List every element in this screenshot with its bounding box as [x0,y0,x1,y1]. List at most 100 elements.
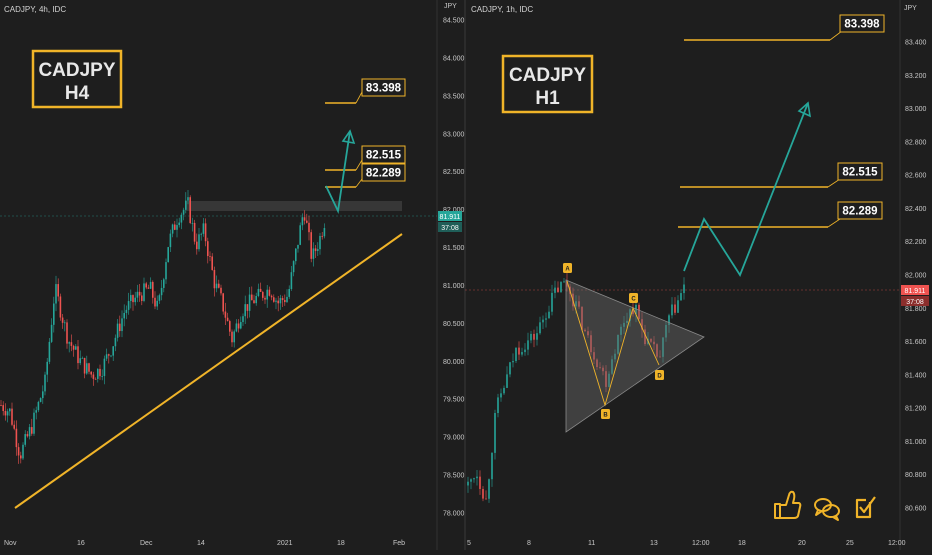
left-price-tick: 80.000 [443,359,465,366]
candle-body [20,455,22,459]
right-time-tick: 5 [467,540,471,547]
thumbs-up-icon[interactable] [774,490,802,519]
candle-body [211,256,213,270]
candle-body [105,354,108,359]
left-level-leader-1 [355,91,363,104]
comments-icon[interactable] [814,498,840,521]
candle-body [143,283,145,301]
candle-body [310,232,312,259]
checkbox-icon[interactable] [855,496,876,519]
candle-body [596,359,598,368]
candle-body [593,352,595,360]
candle-body [13,424,15,429]
candle-body [530,333,532,341]
candle-body [248,294,251,311]
candle-body [196,241,198,250]
candle-body [167,247,169,263]
left-level-leader-2 [355,159,363,171]
candle-body [218,283,220,288]
candle-body [174,224,176,230]
candle-body [563,281,565,283]
candle-body [566,281,568,287]
right-price-tick: 83.000 [905,106,927,113]
left-time-axis[interactable]: Nov 16 Dec 14 2021 18 Feb [4,540,405,547]
left-countdown-text: 37:08 [441,225,459,232]
support-trendline[interactable] [14,233,403,509]
candle-body [581,306,583,330]
candle-body [134,297,136,303]
left-price-tick: 81.000 [443,283,465,290]
candle-body [246,304,249,311]
candle-body [42,391,44,399]
pattern-point-b[interactable]: B [601,409,610,419]
left-price-tick: 79.000 [443,435,465,442]
candle-body [119,323,121,332]
candle-body [207,241,209,257]
candle-body [512,361,514,363]
candle-body [590,335,592,353]
right-timeframe-line2: H1 [535,88,560,109]
candle-body [75,346,77,350]
candle-body [81,357,84,359]
candle-body [22,444,24,459]
candle-body [103,358,106,377]
right-price-tick: 81.600 [905,339,927,346]
left-price-tick: 84.000 [443,55,465,62]
candle-body [292,261,295,273]
pattern-point-c-label: C [631,297,636,303]
pattern-point-a[interactable]: A [563,263,572,273]
candle-body [602,367,604,372]
left-level-label-2: 82.515 [366,150,402,162]
candle-body [79,358,81,364]
right-price-axis[interactable]: 83.400 83.200 83.000 82.800 82.600 82.400 82.2… [905,40,927,513]
candle-body [160,287,163,296]
candle-body [39,398,42,402]
left-countdown-tag [438,222,462,232]
left-time-tick: 2021 [277,540,293,547]
right-price-tag [901,285,929,295]
candle-body [35,410,37,413]
candle-body [94,378,97,380]
right-time-tick: 12:00 [888,540,906,547]
left-price-tick: 81.500 [443,245,465,252]
candle-body [605,371,607,387]
candle-body [189,197,191,223]
candle-body [284,300,286,303]
left-projection-path[interactable] [325,130,351,215]
pattern-point-a-label: A [565,267,570,273]
right-level-label-box-2 [837,162,883,181]
right-price-tick: 80.600 [905,506,927,513]
candle-body [635,304,637,315]
candle-body [290,272,293,290]
candle-body [536,333,538,340]
candle-body [255,296,257,304]
pattern-point-c[interactable]: C [629,293,638,303]
symmetrical-triangle[interactable] [565,279,705,433]
candle-body [86,363,88,374]
candle-body [321,235,323,237]
candle-body [64,322,66,324]
candle-body [557,287,559,293]
candle-body [641,319,643,330]
candle-body [286,296,288,303]
right-time-tick: 11 [588,540,595,547]
candle-body [542,319,544,323]
left-price-tick: 78.000 [443,511,465,518]
candle-body [127,301,130,310]
candle-body [130,295,132,302]
left-price-tick: 82.000 [443,207,465,214]
candle-body [584,329,586,332]
candle-body [158,295,161,301]
candle-body [200,233,202,235]
right-projection-path[interactable] [683,102,809,277]
pattern-point-d[interactable]: D [655,370,664,380]
right-time-axis[interactable]: 5 8 11 13 12:00 18 20 25 12:00 [467,540,906,547]
right-countdown-tag [901,296,929,306]
right-time-tick: 8 [527,540,531,547]
left-price-axis[interactable]: 84.500 84.000 83.500 83.000 82.500 82.000 81.5… [443,18,465,518]
candle-body [240,322,242,329]
candle-body [599,367,601,368]
left-symbol-title: CADJPY, 4h, IDC [4,5,66,14]
candle-body [0,404,2,406]
